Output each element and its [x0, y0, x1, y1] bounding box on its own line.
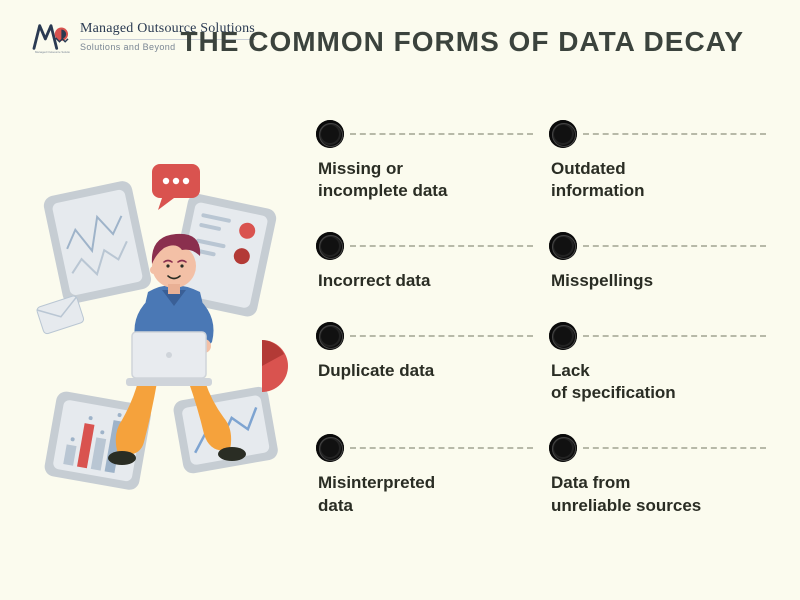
dash-line [350, 133, 533, 135]
bullet-icon [549, 322, 577, 350]
item-label: Lack of specification [549, 360, 766, 404]
list-item: Lack of specification [549, 322, 766, 404]
bullet-row [316, 434, 533, 462]
bullet-icon [549, 232, 577, 260]
bullet-row [549, 120, 766, 148]
list-item: Misinterpreted data [316, 434, 533, 516]
list-item: Outdated information [549, 120, 766, 202]
item-label: Misinterpreted data [316, 472, 533, 516]
bullet-icon [316, 322, 344, 350]
page-title: THE COMMON FORMS OF DATA DECAY [180, 24, 744, 59]
dash-line [583, 133, 766, 135]
dash-line [350, 447, 533, 449]
bullet-row [316, 322, 533, 350]
dash-line [583, 447, 766, 449]
item-label: Missing or incomplete data [316, 158, 533, 202]
dash-line [350, 335, 533, 337]
list-item: Missing or incomplete data [316, 120, 533, 202]
list-item: Duplicate data [316, 322, 533, 404]
bullet-icon [316, 434, 344, 462]
item-label: Incorrect data [316, 270, 533, 292]
item-label: Misspellings [549, 270, 766, 292]
item-label: Outdated information [549, 158, 766, 202]
dash-line [583, 245, 766, 247]
decay-forms-grid: Missing or incomplete data Outdated info… [316, 120, 766, 517]
dash-line [583, 335, 766, 337]
bullet-row [316, 120, 533, 148]
list-item: Incorrect data [316, 232, 533, 292]
logo-mark: Managed Outsource Solutions [32, 20, 70, 54]
hero-illustration [22, 158, 302, 498]
bullet-row [316, 232, 533, 260]
bullet-icon [316, 232, 344, 260]
bullet-icon [549, 120, 577, 148]
svg-text:Managed Outsource Solutions: Managed Outsource Solutions [35, 50, 70, 54]
bullet-row [549, 232, 766, 260]
item-label: Data from unreliable sources [549, 472, 766, 516]
list-item: Data from unreliable sources [549, 434, 766, 516]
bullet-icon [316, 120, 344, 148]
list-item: Misspellings [549, 232, 766, 292]
bullet-row [549, 434, 766, 462]
item-label: Duplicate data [316, 360, 533, 382]
bullet-row [549, 322, 766, 350]
dash-line [350, 245, 533, 247]
bullet-icon [549, 434, 577, 462]
